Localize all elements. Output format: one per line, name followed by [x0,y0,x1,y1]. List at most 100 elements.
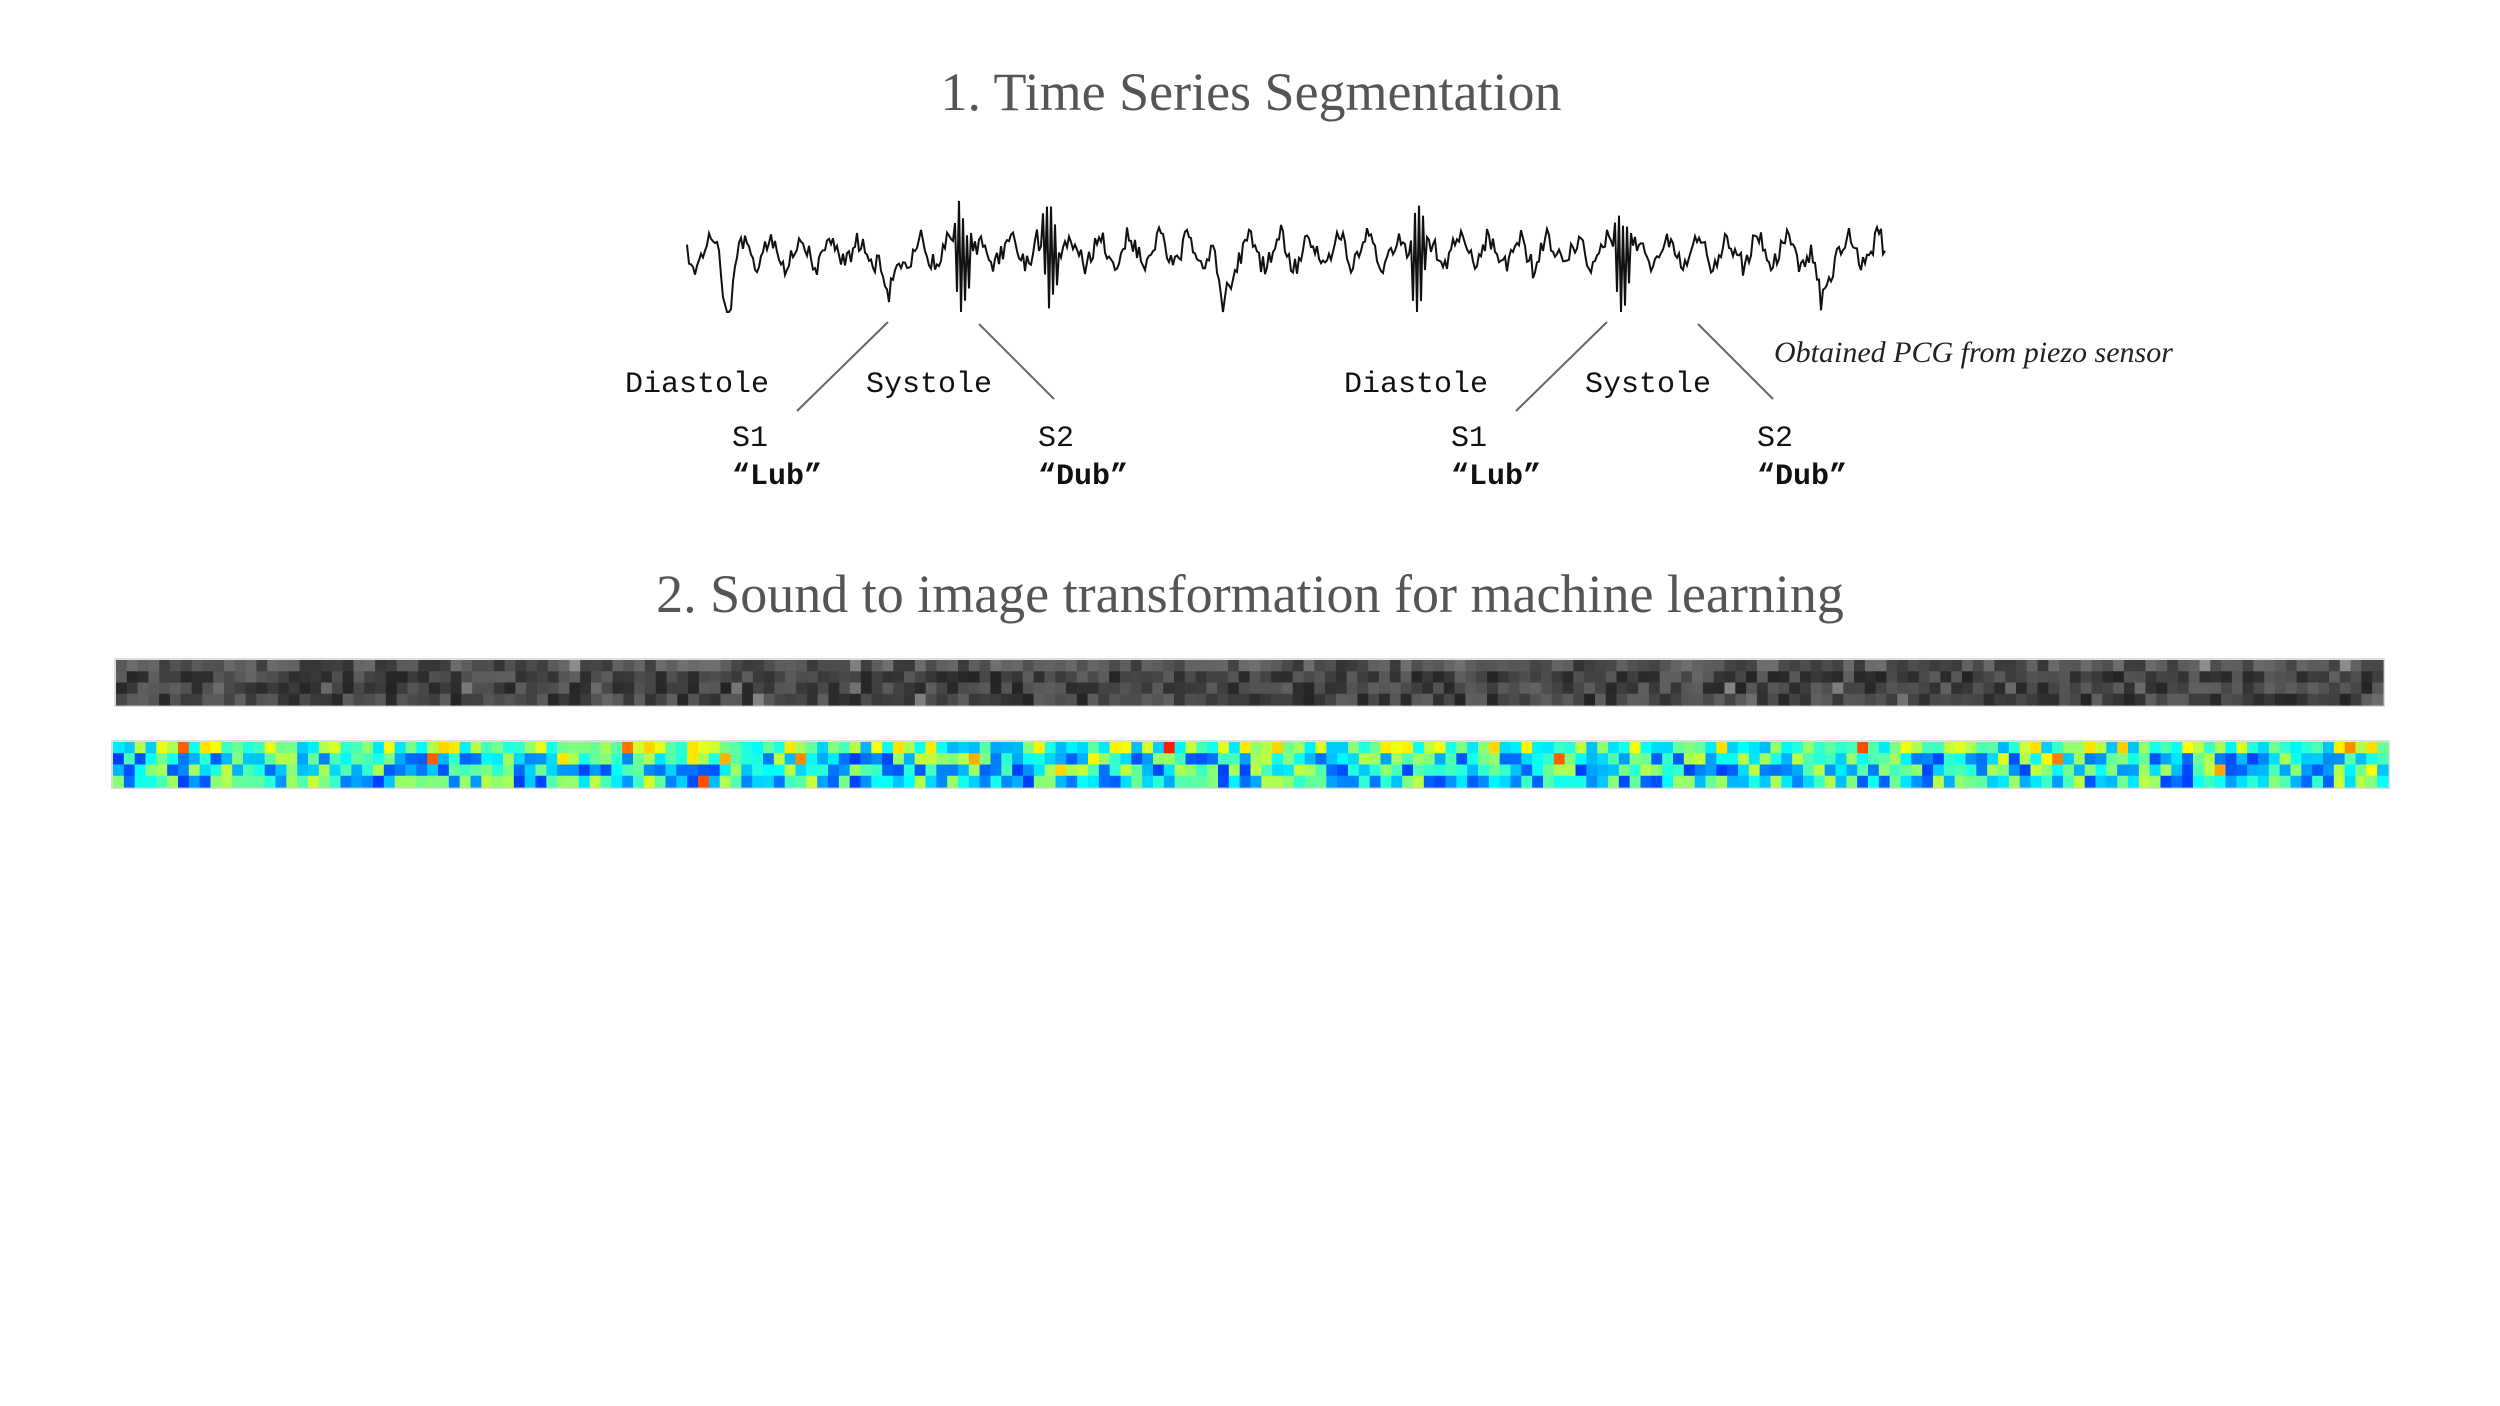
color-strip-cell [1824,753,1837,766]
gray-strip-cell [2285,682,2298,695]
color-strip-cell [2333,764,2346,777]
color-strip-cell [1304,753,1317,766]
gray-strip-cell [2296,682,2309,695]
gray-strip-cell [731,660,743,672]
color-strip-cell [1033,775,1046,788]
gray-strip-cell [1951,660,1963,672]
color-strip-cell [221,775,233,788]
color-strip-cell [1142,742,1154,754]
color-strip-cell [1998,764,2010,777]
color-strip-cell [1326,775,1338,788]
gray-strip-cell [828,660,840,672]
color-strip-cell [1304,775,1317,788]
gray-strip-cell [569,682,581,695]
gray-strip-cell [1886,682,1898,695]
gray-strip-cell [2242,693,2255,706]
color-strip-cell [2301,753,2313,766]
gray-strip-cell [2145,682,2157,695]
color-strip-cell [1369,742,1382,754]
gray-strip-cell [1670,693,1682,706]
gray-strip-cell [483,682,495,695]
color-strip-cell [979,753,992,766]
gray-strip-cell [407,682,419,695]
gray-strip-cell [256,671,268,684]
gray-strip-cell [1433,693,1445,706]
gray-strip-cell [407,660,419,672]
gray-strip-cell [1206,693,1218,706]
gray-strip-cell [1735,693,1747,706]
color-strip-cell [665,775,677,788]
gray-strip-cell [2059,671,2071,684]
gray-strip-cell [1130,682,1143,695]
color-strip-cell [1044,742,1057,754]
gray-strip-cell [1368,660,1380,672]
color-strip-cell [1618,753,1631,766]
gray-strip-cell [1227,682,1240,695]
color-strip-cell [2117,775,2129,788]
color-strip-cell [524,775,537,788]
gray-strip-cell [299,671,311,684]
color-strip-cell [2344,742,2357,754]
color-strip-cell [1088,742,1100,754]
gray-strip-cell [2177,660,2190,672]
color-strip-cell [221,764,233,777]
gray-strip-cell [137,682,149,695]
color-strip-cell [1348,753,1360,766]
gray-strip-cell [925,660,938,672]
gray-strip-cell [1130,671,1143,684]
gray-strip-cell [1433,671,1445,684]
gray-strip-cell [1508,682,1520,695]
gray-strip-cell [342,693,355,706]
color-strip-cell [1348,764,1360,777]
color-strip-cell [1023,764,1035,777]
gray-strip-cell [321,671,333,684]
color-strip-cell [1543,742,1555,754]
color-strip-cell [1738,742,1750,754]
color-strip-cell [2149,764,2162,777]
color-strip-cell [2301,742,2313,754]
color-strip-cell [633,764,645,777]
sound-label: S1 [1451,422,1487,456]
gray-strip-cell [1217,682,1229,695]
gray-strip-cell [223,660,236,672]
color-strip-cell [2203,753,2216,766]
gray-strip-cell [1756,693,1769,706]
color-strip-cell [1532,764,1544,777]
color-strip-cell [1358,764,1371,777]
color-strip-cell [1846,775,1858,788]
gray-strip-cell [1411,682,1423,695]
color-strip-cell [448,764,461,777]
color-strip-cell [2041,742,2053,754]
gray-strip-cell [677,660,689,672]
color-strip-cell [719,775,732,788]
gray-strip-cell [871,693,884,706]
color-strip-cell [1933,742,1945,754]
gray-strip-cell [472,660,484,672]
color-strip-cell [210,753,222,766]
gray-strip-cell [666,671,678,684]
gray-strip-cell [1487,682,1499,695]
color-strip-cell [1716,742,1728,754]
color-strip-cell [1878,742,1891,754]
gray-strip-cell [623,660,635,672]
color-strip-cell [535,753,547,766]
gray-strip-cell [2015,660,2028,672]
color-strip-cell [2268,764,2281,777]
gray-strip-cell [1443,671,1456,684]
color-strip-cell [2312,742,2324,754]
gray-strip-cell [418,682,430,695]
gray-strip-cell [644,682,657,695]
gray-strip-cell [2264,660,2276,672]
gray-strip-cell [288,671,301,684]
gray-strip-cell [2188,660,2201,672]
color-strip-cell [2236,775,2248,788]
color-strip-cell [2008,775,2021,788]
color-strip-cell [297,742,309,754]
gray-strip-cell [1767,682,1780,695]
gray-strip-cell [1249,693,1261,706]
gray-strip-cell [1433,682,1445,695]
gray-strip-cell [2231,671,2244,684]
waveform-line [686,200,1886,313]
color-strip-cell [546,753,558,766]
gray-strip-cell [429,693,441,706]
